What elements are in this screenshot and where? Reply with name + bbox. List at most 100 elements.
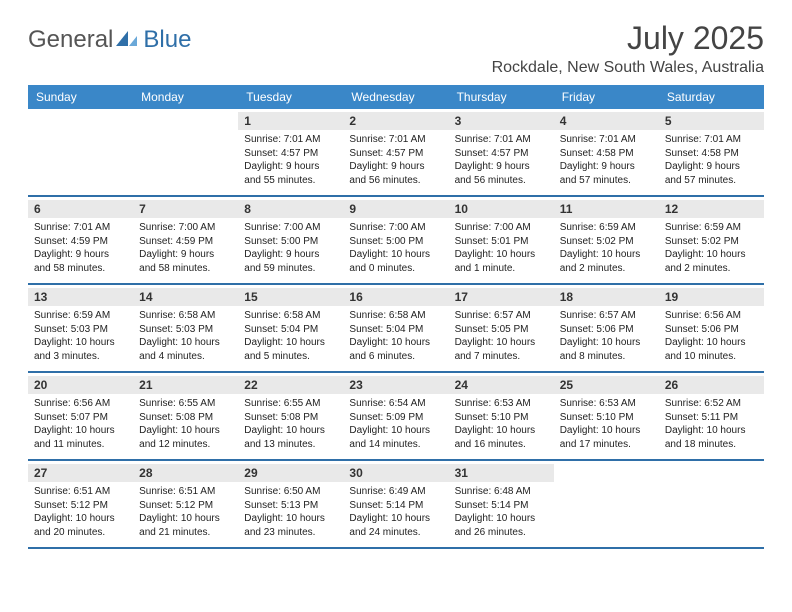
day-header: Wednesday — [343, 85, 448, 109]
calendar-day: 19Sunrise: 6:56 AMSunset: 5:06 PMDayligh… — [659, 285, 764, 371]
day-number: 4 — [554, 112, 659, 130]
logo-text-b: Blue — [143, 26, 191, 54]
day-details: Sunrise: 6:54 AMSunset: 5:09 PMDaylight:… — [349, 397, 442, 451]
sunrise-line: Sunrise: 7:01 AM — [349, 133, 442, 147]
calendar-day: 3Sunrise: 7:01 AMSunset: 4:57 PMDaylight… — [449, 109, 554, 195]
logo-text-a: General — [28, 26, 113, 54]
day-details: Sunrise: 6:50 AMSunset: 5:13 PMDaylight:… — [244, 485, 337, 539]
sunset-line: Sunset: 4:59 PM — [34, 235, 127, 249]
daylight-line: Daylight: 10 hours and 11 minutes. — [34, 424, 127, 451]
day-details: Sunrise: 6:53 AMSunset: 5:10 PMDaylight:… — [455, 397, 548, 451]
day-number: 29 — [238, 464, 343, 482]
day-details: Sunrise: 6:48 AMSunset: 5:14 PMDaylight:… — [455, 485, 548, 539]
day-header: Saturday — [659, 85, 764, 109]
page-header: General Blue July 2025 Rockdale, New Sou… — [28, 20, 764, 77]
day-number: 28 — [133, 464, 238, 482]
sunrise-line: Sunrise: 6:55 AM — [139, 397, 232, 411]
sunset-line: Sunset: 5:06 PM — [560, 323, 653, 337]
calendar-day-headers: SundayMondayTuesdayWednesdayThursdayFrid… — [28, 85, 764, 109]
sunrise-line: Sunrise: 6:52 AM — [665, 397, 758, 411]
daylight-line: Daylight: 10 hours and 1 minute. — [455, 248, 548, 275]
sunset-line: Sunset: 5:11 PM — [665, 411, 758, 425]
calendar-day: 12Sunrise: 6:59 AMSunset: 5:02 PMDayligh… — [659, 197, 764, 283]
day-number: 30 — [343, 464, 448, 482]
day-number: 8 — [238, 200, 343, 218]
daylight-line: Daylight: 10 hours and 10 minutes. — [665, 336, 758, 363]
sunrise-line: Sunrise: 6:58 AM — [139, 309, 232, 323]
day-details: Sunrise: 7:01 AMSunset: 4:58 PMDaylight:… — [665, 133, 758, 187]
day-details: Sunrise: 6:56 AMSunset: 5:07 PMDaylight:… — [34, 397, 127, 451]
day-details: Sunrise: 6:57 AMSunset: 5:05 PMDaylight:… — [455, 309, 548, 363]
daylight-line: Daylight: 9 hours and 58 minutes. — [34, 248, 127, 275]
sunset-line: Sunset: 5:09 PM — [349, 411, 442, 425]
day-header: Sunday — [28, 85, 133, 109]
day-details: Sunrise: 6:56 AMSunset: 5:06 PMDaylight:… — [665, 309, 758, 363]
calendar-day: 27Sunrise: 6:51 AMSunset: 5:12 PMDayligh… — [28, 461, 133, 547]
calendar-day: 18Sunrise: 6:57 AMSunset: 5:06 PMDayligh… — [554, 285, 659, 371]
day-number — [133, 112, 238, 130]
sunrise-line: Sunrise: 7:01 AM — [665, 133, 758, 147]
calendar-week: 27Sunrise: 6:51 AMSunset: 5:12 PMDayligh… — [28, 461, 764, 549]
sunset-line: Sunset: 4:58 PM — [665, 147, 758, 161]
daylight-line: Daylight: 10 hours and 26 minutes. — [455, 512, 548, 539]
day-details: Sunrise: 6:59 AMSunset: 5:02 PMDaylight:… — [560, 221, 653, 275]
day-details: Sunrise: 6:57 AMSunset: 5:06 PMDaylight:… — [560, 309, 653, 363]
calendar-day: 25Sunrise: 6:53 AMSunset: 5:10 PMDayligh… — [554, 373, 659, 459]
calendar-day: 4Sunrise: 7:01 AMSunset: 4:58 PMDaylight… — [554, 109, 659, 195]
day-details: Sunrise: 7:01 AMSunset: 4:57 PMDaylight:… — [455, 133, 548, 187]
sunrise-line: Sunrise: 6:59 AM — [665, 221, 758, 235]
day-number: 6 — [28, 200, 133, 218]
calendar-day: 28Sunrise: 6:51 AMSunset: 5:12 PMDayligh… — [133, 461, 238, 547]
day-number — [554, 464, 659, 482]
sunset-line: Sunset: 5:01 PM — [455, 235, 548, 249]
daylight-line: Daylight: 10 hours and 17 minutes. — [560, 424, 653, 451]
calendar-day: 17Sunrise: 6:57 AMSunset: 5:05 PMDayligh… — [449, 285, 554, 371]
calendar-day: 21Sunrise: 6:55 AMSunset: 5:08 PMDayligh… — [133, 373, 238, 459]
sunset-line: Sunset: 5:02 PM — [560, 235, 653, 249]
sunset-line: Sunset: 4:58 PM — [560, 147, 653, 161]
daylight-line: Daylight: 10 hours and 7 minutes. — [455, 336, 548, 363]
sunset-line: Sunset: 4:57 PM — [455, 147, 548, 161]
calendar-day: 29 Sunrise: 6:50 AMSunset: 5:13 PMDayligh… — [238, 461, 343, 547]
calendar-day: 2Sunrise: 7:01 AMSunset: 4:57 PMDaylight… — [343, 109, 448, 195]
daylight-line: Daylight: 9 hours and 59 minutes. — [244, 248, 337, 275]
sunrise-line: Sunrise: 6:51 AM — [34, 485, 127, 499]
calendar-day: 10Sunrise: 7:00 AMSunset: 5:01 PMDayligh… — [449, 197, 554, 283]
day-number: 16 — [343, 288, 448, 306]
calendar-day: 11Sunrise: 6:59 AMSunset: 5:02 PMDayligh… — [554, 197, 659, 283]
calendar-day: 23 Sunrise: 6:54 AMSunset: 5:09 PMDayligh… — [343, 373, 448, 459]
day-number: 14 — [133, 288, 238, 306]
sunrise-line: Sunrise: 7:01 AM — [34, 221, 127, 235]
day-header: Friday — [554, 85, 659, 109]
calendar-day: 13Sunrise: 6:59 AMSunset: 5:03 PMDayligh… — [28, 285, 133, 371]
daylight-line: Daylight: 10 hours and 6 minutes. — [349, 336, 442, 363]
day-number: 13 — [28, 288, 133, 306]
day-details: Sunrise: 6:52 AMSunset: 5:11 PMDaylight:… — [665, 397, 758, 451]
day-details: Sunrise: 6:55 AMSunset: 5:08 PMDaylight:… — [139, 397, 232, 451]
daylight-line: Daylight: 10 hours and 13 minutes. — [244, 424, 337, 451]
sunset-line: Sunset: 5:12 PM — [34, 499, 127, 513]
sunrise-line: Sunrise: 7:00 AM — [455, 221, 548, 235]
calendar-day: 9Sunrise: 7:00 AMSunset: 5:00 PMDaylight… — [343, 197, 448, 283]
calendar-day: 31Sunrise: 6:48 AMSunset: 5:14 PMDayligh… — [449, 461, 554, 547]
logo-sail-icon — [115, 29, 141, 49]
logo: General Blue — [28, 26, 191, 54]
sunrise-line: Sunrise: 7:00 AM — [244, 221, 337, 235]
day-number: 7 — [133, 200, 238, 218]
calendar: SundayMondayTuesdayWednesdayThursdayFrid… — [28, 85, 764, 549]
sunset-line: Sunset: 4:59 PM — [139, 235, 232, 249]
calendar-day: 8Sunrise: 7:00 AMSunset: 5:00 PMDaylight… — [238, 197, 343, 283]
calendar-day — [28, 109, 133, 195]
sunset-line: Sunset: 4:57 PM — [244, 147, 337, 161]
day-number — [659, 464, 764, 482]
day-number: 23 — [343, 376, 448, 394]
daylight-line: Daylight: 10 hours and 2 minutes. — [665, 248, 758, 275]
month-title: July 2025 — [492, 20, 764, 57]
day-number: 9 — [343, 200, 448, 218]
day-number: 1 — [238, 112, 343, 130]
daylight-line: Daylight: 9 hours and 56 minutes. — [349, 160, 442, 187]
daylight-line: Daylight: 10 hours and 14 minutes. — [349, 424, 442, 451]
sunset-line: Sunset: 5:03 PM — [139, 323, 232, 337]
calendar-week: 6Sunrise: 7:01 AMSunset: 4:59 PMDaylight… — [28, 197, 764, 285]
day-number: 2 — [343, 112, 448, 130]
